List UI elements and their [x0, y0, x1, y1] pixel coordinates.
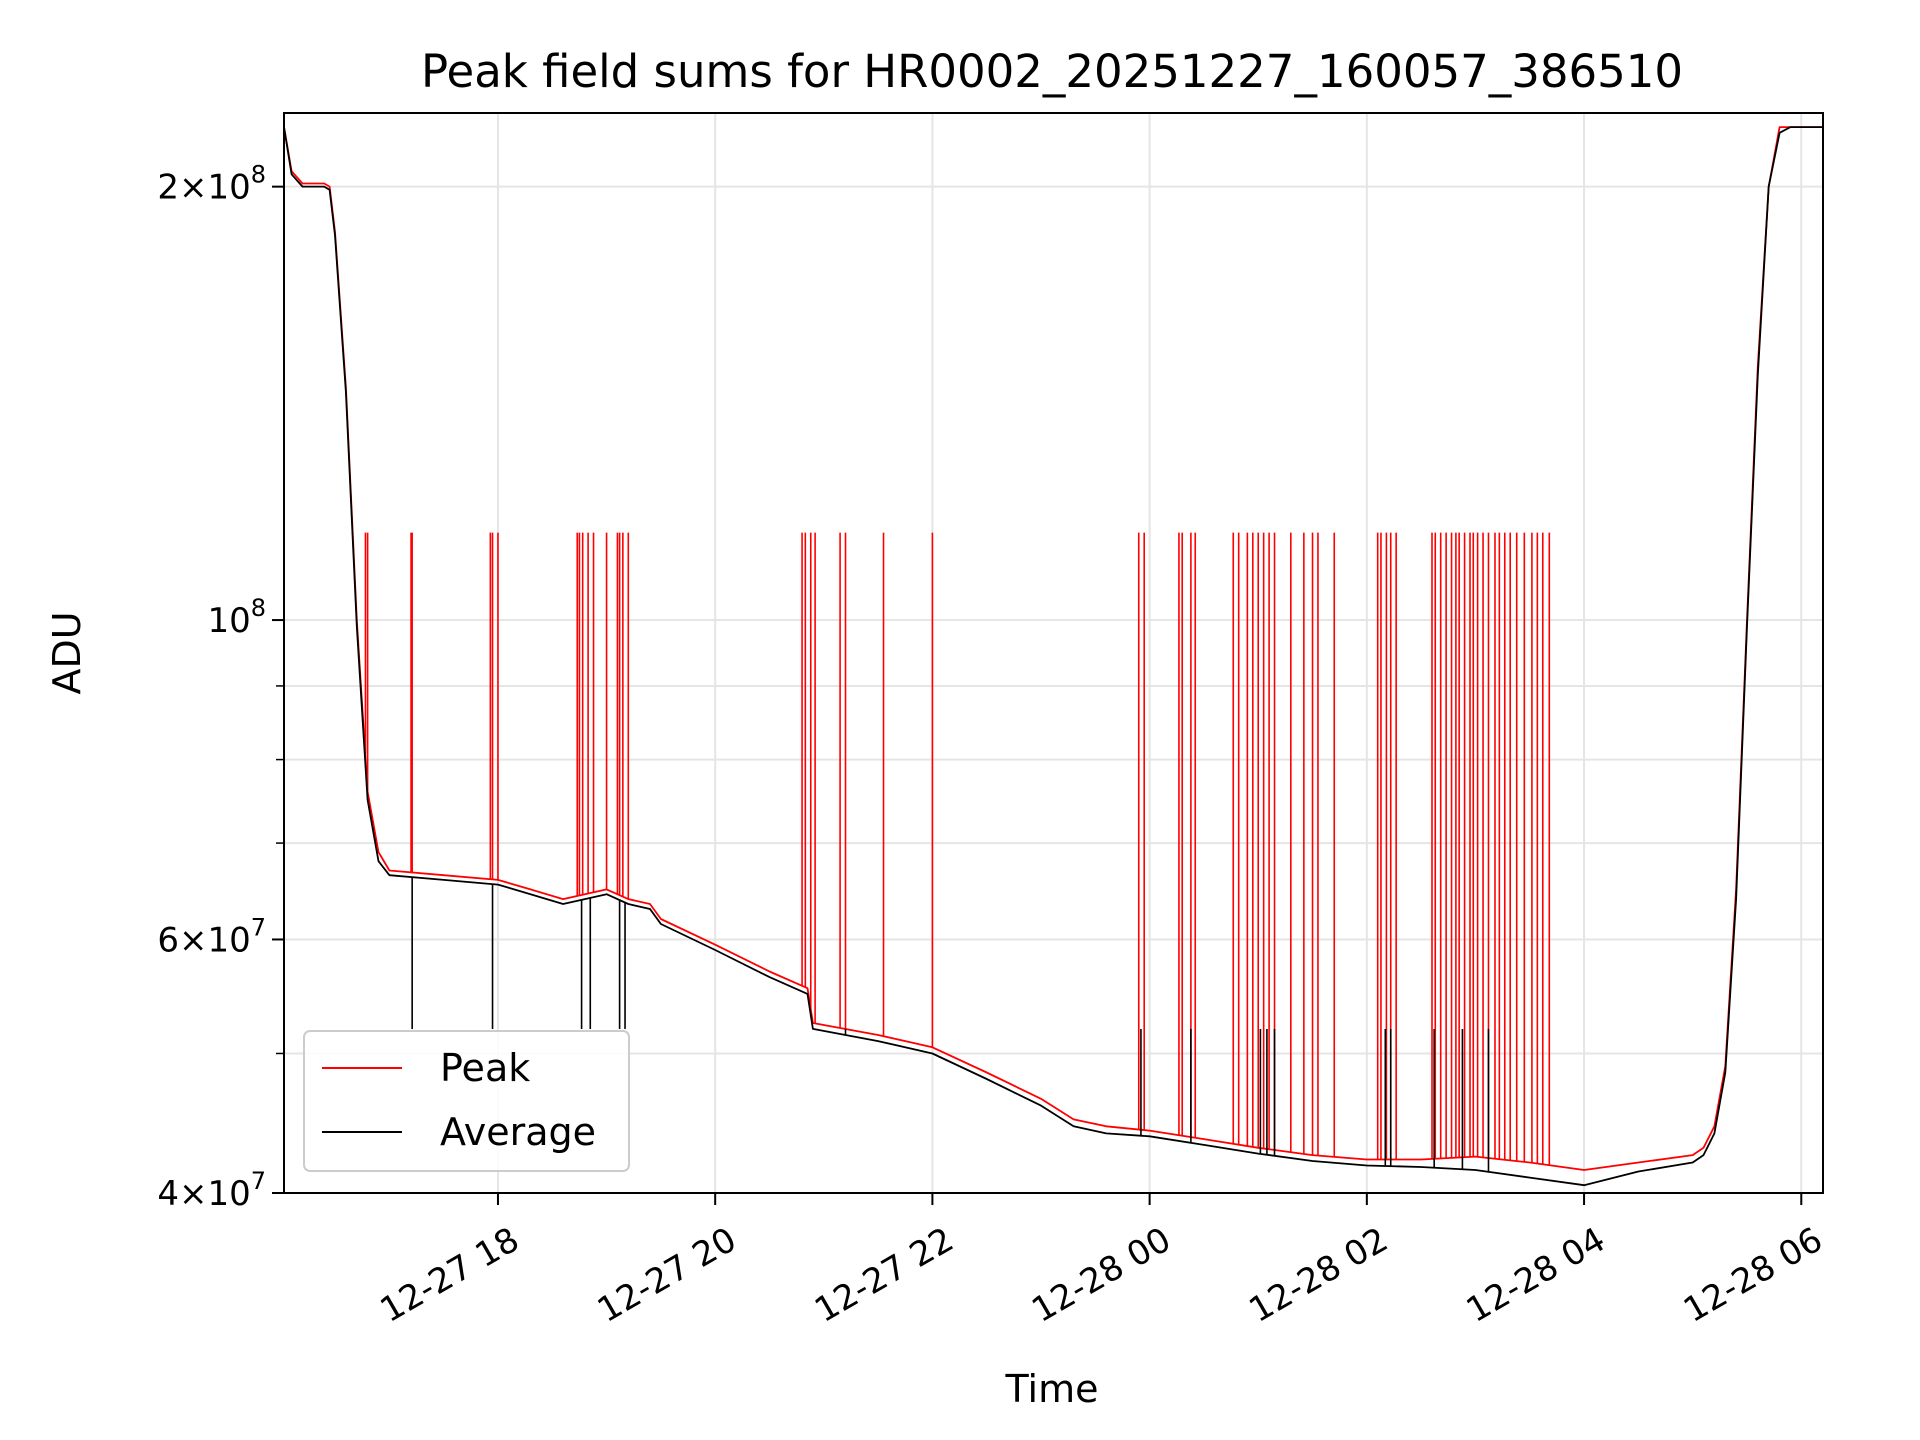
plot-area [284, 126, 1823, 1187]
plot-frame [283, 112, 1824, 1194]
legend-label-average: Average [440, 1110, 596, 1154]
y-tick-label: 108 [207, 594, 266, 641]
average-series-line [284, 126, 1823, 1187]
y-tick-label: 4×107 [157, 1167, 266, 1214]
y-axis-label: ADU [45, 611, 89, 694]
legend-label-peak: Peak [440, 1046, 530, 1090]
legend-box [303, 1030, 630, 1172]
y-tick-label: 2×108 [157, 161, 266, 208]
legend: Peak Average [303, 1030, 630, 1172]
x-axis-label: Time [1005, 1367, 1099, 1411]
y-tick-label: 6×107 [157, 913, 266, 960]
y-axis: 4×107 6×107 108 2×108 [157, 161, 284, 1214]
chart-title: Peak field sums for HR0002_20251227_1600… [421, 45, 1683, 98]
